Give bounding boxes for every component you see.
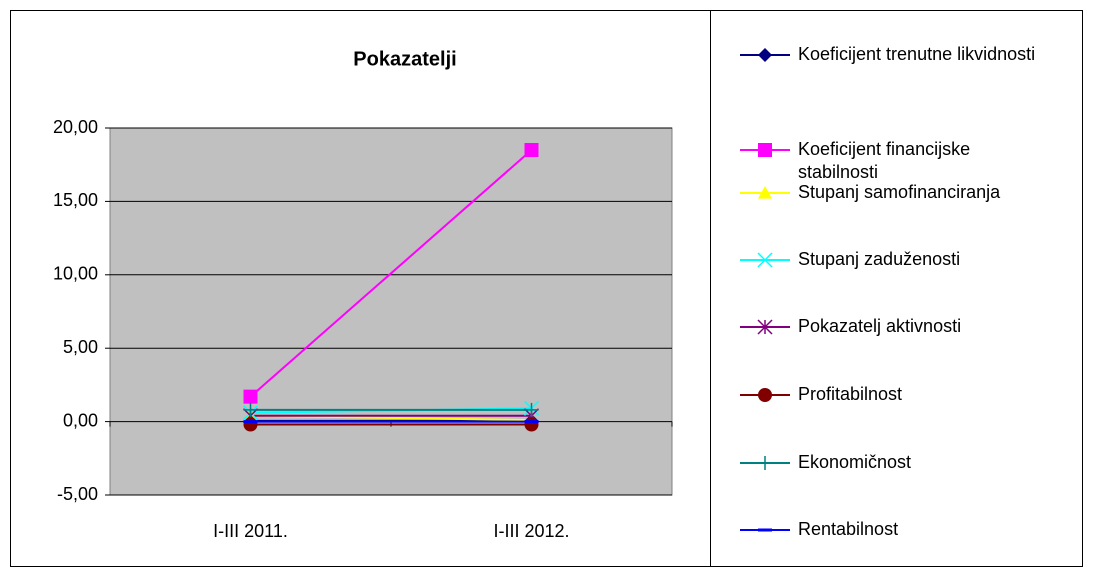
marker xyxy=(758,48,772,62)
marker xyxy=(758,388,772,402)
x-tick-label: I-III 2012. xyxy=(493,521,569,541)
marker xyxy=(758,186,772,199)
marker xyxy=(524,420,539,424)
marker xyxy=(243,389,258,404)
legend-border xyxy=(710,10,1083,567)
y-tick-label: 0,00 xyxy=(63,410,98,430)
marker xyxy=(524,402,539,417)
legend-label: Ekonomičnost xyxy=(798,452,912,472)
y-tick-label: 15,00 xyxy=(53,190,98,210)
legend-label: Rentabilnost xyxy=(798,519,899,539)
y-tick-label: -5,00 xyxy=(57,484,98,504)
marker xyxy=(758,143,772,157)
marker xyxy=(757,252,773,268)
legend-label: Profitabilnost xyxy=(798,384,903,404)
legend-label: Stupanj samofinanciranja xyxy=(798,182,1001,202)
chart-title: Pokazatelji xyxy=(353,48,456,70)
marker xyxy=(243,417,258,432)
marker xyxy=(757,319,773,335)
plot-area xyxy=(109,127,673,496)
y-tick-label: 20,00 xyxy=(53,117,98,137)
y-tick-label: 10,00 xyxy=(53,264,98,284)
marker xyxy=(524,417,539,432)
marker xyxy=(524,143,539,158)
legend-label: Stupanj zaduženosti xyxy=(798,249,961,269)
y-tick-label: 5,00 xyxy=(63,337,98,357)
marker xyxy=(243,420,258,424)
marker xyxy=(243,402,258,417)
legend-label: Koeficijent trenutne likvidnosti xyxy=(798,44,1036,64)
legend-label: Koeficijent financijske stabilnosti xyxy=(798,139,971,182)
marker xyxy=(758,528,772,532)
marker xyxy=(758,456,772,470)
x-tick-label: I-III 2011. xyxy=(213,521,288,541)
series-line xyxy=(249,149,533,398)
legend-label: Pokazatelj aktivnosti xyxy=(798,316,962,336)
